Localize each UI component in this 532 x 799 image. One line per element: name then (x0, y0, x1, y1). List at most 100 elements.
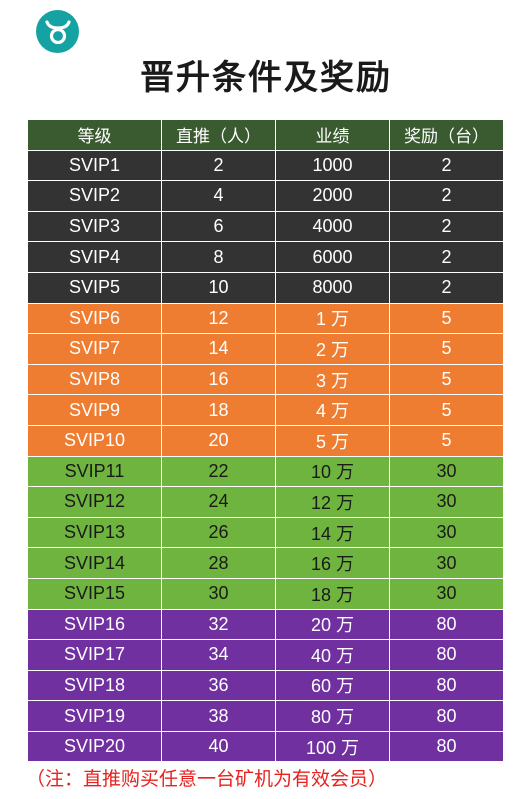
direct-referrals-cell: 18 (161, 394, 276, 426)
direct-referrals-cell: 36 (161, 669, 276, 702)
level-cell: SVIP5 (27, 271, 162, 304)
reward-cell: 30 (389, 486, 504, 518)
performance-cell: 20 万 (275, 608, 390, 641)
table-row: SVIP13 26 14 万 30 (27, 516, 504, 549)
reward-cell: 2 (389, 149, 504, 182)
direct-referrals-cell: 12 (161, 302, 276, 335)
level-cell: SVIP20 (27, 730, 162, 763)
performance-cell: 6000 (275, 241, 390, 273)
table-row: SVIP15 30 18 万 30 (27, 577, 504, 610)
footnote: （注：直推购买任意一台矿机为有效会员） (26, 768, 388, 790)
level-cell: SVIP12 (27, 486, 162, 518)
direct-referrals-cell: 2 (161, 149, 276, 182)
table-body: SVIP1 2 1000 2 SVIP2 4 2000 2 SVIP3 6 4000 2 SVIP4 8 6… (27, 149, 504, 763)
reward-cell: 80 (389, 608, 504, 641)
reward-cell: 30 (389, 516, 504, 549)
header-performance: 业绩 (275, 119, 390, 151)
level-cell: SVIP13 (27, 516, 162, 549)
level-cell: SVIP1 (27, 149, 162, 182)
performance-cell: 1000 (275, 149, 390, 182)
reward-cell: 30 (389, 547, 504, 579)
reward-cell: 80 (389, 700, 504, 732)
reward-cell: 2 (389, 241, 504, 273)
table-row: SVIP16 32 20 万 80 (27, 608, 504, 641)
direct-referrals-cell: 38 (161, 700, 276, 732)
performance-cell: 4000 (275, 210, 390, 243)
table-row: SVIP4 8 6000 2 (27, 241, 504, 273)
table-row: SVIP12 24 12 万 30 (27, 486, 504, 518)
reward-cell: 5 (389, 363, 504, 396)
table-row: SVIP18 36 60 万 80 (27, 669, 504, 702)
level-cell: SVIP4 (27, 241, 162, 273)
direct-referrals-cell: 10 (161, 271, 276, 304)
level-cell: SVIP14 (27, 547, 162, 579)
promotion-table: 等级 直推（人） 业绩 奖励（台） SVIP1 2 1000 2 SVIP2 4 2000 2… (27, 119, 504, 763)
level-cell: SVIP10 (27, 424, 162, 457)
table-row: SVIP1 2 1000 2 (27, 149, 504, 182)
level-cell: SVIP7 (27, 333, 162, 365)
direct-referrals-cell: 24 (161, 486, 276, 518)
performance-cell: 8000 (275, 271, 390, 304)
performance-cell: 2000 (275, 180, 390, 212)
performance-cell: 16 万 (275, 547, 390, 579)
reward-cell: 5 (389, 424, 504, 457)
header-level: 等级 (27, 119, 162, 151)
level-cell: SVIP6 (27, 302, 162, 335)
table-row: SVIP5 10 8000 2 (27, 271, 504, 304)
table-row: SVIP19 38 80 万 80 (27, 700, 504, 732)
taurus-logo-icon (36, 10, 79, 53)
header-reward: 奖励（台） (389, 119, 504, 151)
reward-cell: 80 (389, 669, 504, 702)
direct-referrals-cell: 34 (161, 639, 276, 671)
reward-cell: 2 (389, 210, 504, 243)
table-row: SVIP2 4 2000 2 (27, 180, 504, 212)
level-cell: SVIP17 (27, 639, 162, 671)
level-cell: SVIP18 (27, 669, 162, 702)
table-row: SVIP14 28 16 万 30 (27, 547, 504, 579)
reward-cell: 80 (389, 730, 504, 763)
performance-cell: 18 万 (275, 577, 390, 610)
performance-cell: 40 万 (275, 639, 390, 671)
reward-cell: 30 (389, 455, 504, 488)
performance-cell: 10 万 (275, 455, 390, 488)
performance-cell: 14 万 (275, 516, 390, 549)
level-cell: SVIP2 (27, 180, 162, 212)
performance-cell: 5 万 (275, 424, 390, 457)
table-header-row: 等级 直推（人） 业绩 奖励（台） (27, 119, 504, 151)
level-cell: SVIP15 (27, 577, 162, 610)
performance-cell: 60 万 (275, 669, 390, 702)
reward-cell: 2 (389, 180, 504, 212)
level-cell: SVIP11 (27, 455, 162, 488)
direct-referrals-cell: 20 (161, 424, 276, 457)
reward-cell: 5 (389, 333, 504, 365)
direct-referrals-cell: 4 (161, 180, 276, 212)
direct-referrals-cell: 26 (161, 516, 276, 549)
performance-cell: 12 万 (275, 486, 390, 518)
reward-cell: 80 (389, 639, 504, 671)
page-title: 晋升条件及奖励 (140, 58, 392, 98)
performance-cell: 1 万 (275, 302, 390, 335)
direct-referrals-cell: 16 (161, 363, 276, 396)
performance-cell: 100 万 (275, 730, 390, 763)
direct-referrals-cell: 14 (161, 333, 276, 365)
performance-cell: 3 万 (275, 363, 390, 396)
reward-cell: 5 (389, 302, 504, 335)
direct-referrals-cell: 40 (161, 730, 276, 763)
reward-cell: 5 (389, 394, 504, 426)
direct-referrals-cell: 32 (161, 608, 276, 641)
reward-cell: 30 (389, 577, 504, 610)
direct-referrals-cell: 30 (161, 577, 276, 610)
direct-referrals-cell: 8 (161, 241, 276, 273)
direct-referrals-cell: 28 (161, 547, 276, 579)
level-cell: SVIP3 (27, 210, 162, 243)
level-cell: SVIP16 (27, 608, 162, 641)
performance-cell: 80 万 (275, 700, 390, 732)
direct-referrals-cell: 6 (161, 210, 276, 243)
header-direct-referrals: 直推（人） (161, 119, 276, 151)
level-cell: SVIP9 (27, 394, 162, 426)
